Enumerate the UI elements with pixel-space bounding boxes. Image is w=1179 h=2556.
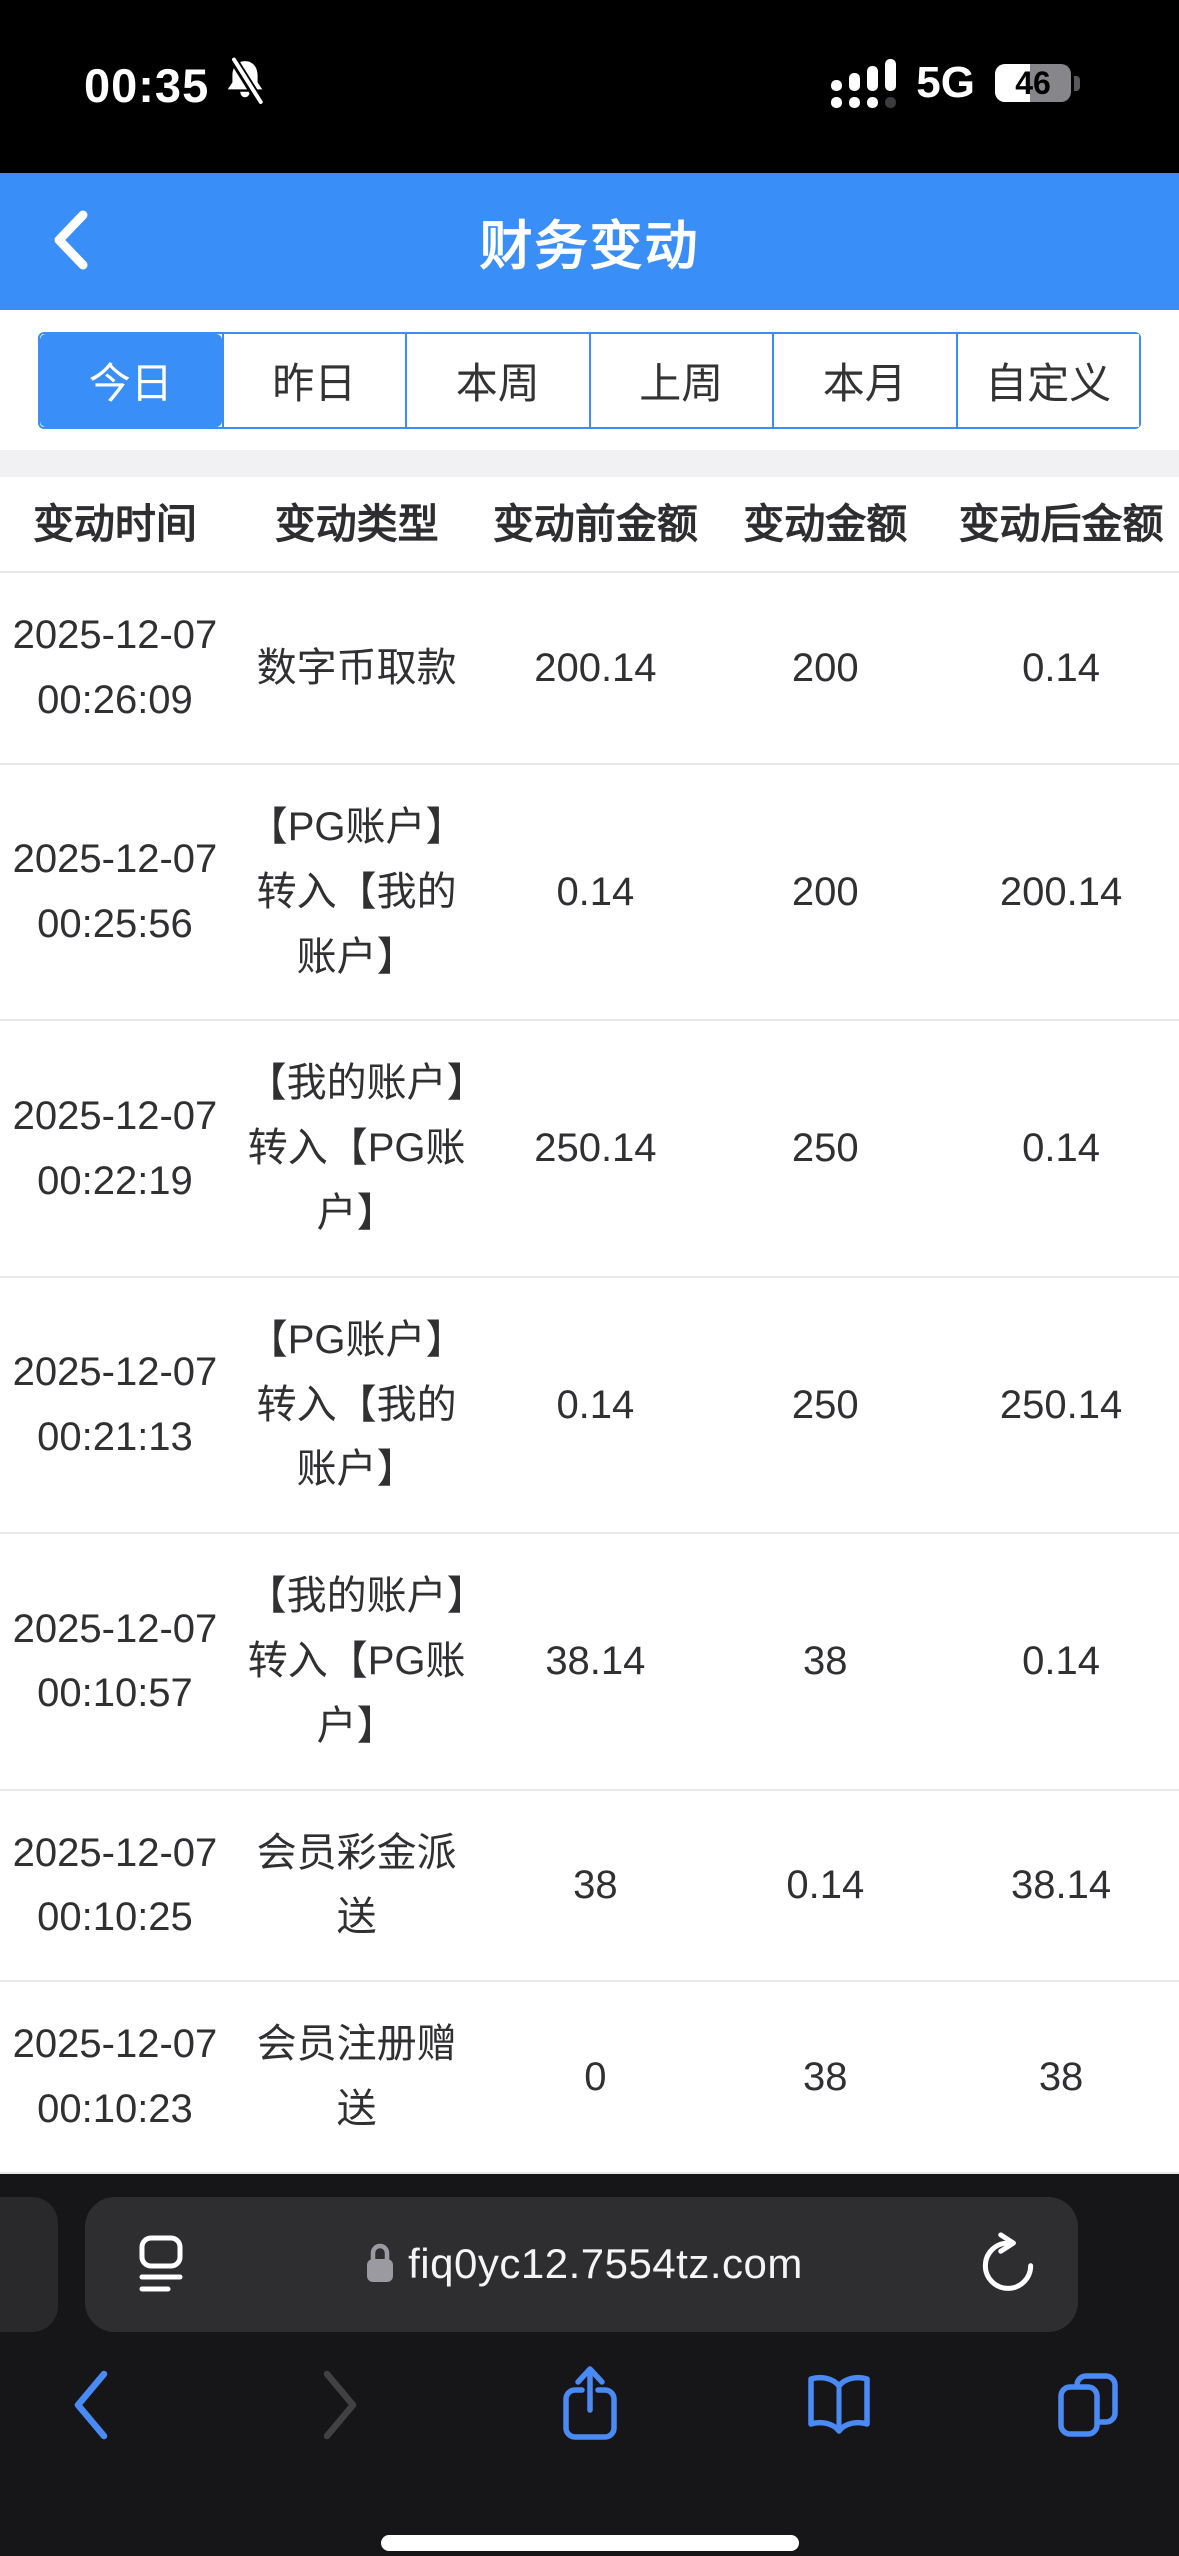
cell-time: 2025-12-07 00:10:57 xyxy=(12,1606,218,1716)
battery-percent: 46 xyxy=(1015,64,1051,101)
table-row: 2025-12-07 00:10:25 会员彩金派送 38 0.14 38.14 xyxy=(0,1791,1179,1983)
cell-after: 38.14 xyxy=(1011,1862,1112,1907)
cell-type: 会员注册赠送 xyxy=(256,2022,457,2131)
cell-type: 【我的账户】转入【PG账户】 xyxy=(246,1574,467,1748)
cell-amount: 200 xyxy=(791,645,859,690)
status-time: 00:35 xyxy=(84,59,210,112)
cell-type: 【PG账户】转入【我的账户】 xyxy=(247,1317,466,1492)
cell-time: 2025-12-07 00:26:09 xyxy=(12,613,218,723)
date-filter-tabs: 今日 昨日 本周 上周 本月 自定义 xyxy=(0,310,1179,450)
col-header-before: 变动前金额 xyxy=(492,501,698,547)
cell-time: 2025-12-07 00:10:25 xyxy=(12,1830,218,1940)
chevron-left-icon xyxy=(51,209,91,274)
safari-toolbar xyxy=(0,2366,1179,2447)
chevron-right-icon xyxy=(319,2368,361,2445)
notifications-silenced-icon xyxy=(223,55,267,115)
cell-type: 【PG账户】转入【我的账户】 xyxy=(247,805,466,979)
battery-icon: 46 xyxy=(995,64,1080,102)
cell-time: 2025-12-07 00:22:19 xyxy=(12,1093,218,1203)
col-header-time: 变动时间 xyxy=(32,501,197,547)
tabs-icon xyxy=(1057,2372,1119,2441)
page-header: 财务变动 xyxy=(0,173,1179,310)
network-type-label: 5G xyxy=(916,58,975,107)
safari-bottom-bar: fiq0yc12.7554tz.com xyxy=(0,2173,1179,2556)
cell-amount: 250 xyxy=(791,1126,859,1171)
back-button[interactable] xyxy=(46,210,96,274)
cell-type: 会员彩金派送 xyxy=(256,1830,457,1940)
cell-before: 0.14 xyxy=(556,869,635,914)
table-row: 2025-12-07 00:10:23 会员注册赠送 0 38 38 xyxy=(0,1982,1179,2174)
reload-icon xyxy=(979,2232,1037,2297)
cell-amount: 200 xyxy=(791,869,859,914)
transactions-table: 变动时间 变动类型 变动前金额 变动金额 变动后金额 2025-12-07 00:… xyxy=(0,477,1179,2174)
cell-after: 200.14 xyxy=(999,869,1123,914)
previous-tab-edge[interactable] xyxy=(0,2196,58,2332)
tab-last-week[interactable]: 上周 xyxy=(588,334,772,427)
table-row: 2025-12-07 00:26:09 数字币取款 200.14 200 0.14 xyxy=(0,573,1179,765)
cellular-signal-icon xyxy=(831,58,897,108)
cell-before: 0.14 xyxy=(556,1382,635,1427)
cell-after: 0.14 xyxy=(1022,1126,1100,1171)
cell-after: 0.14 xyxy=(1022,1638,1100,1683)
table-row: 2025-12-07 00:21:13 【PG账户】转入【我的账户】 0.14 2… xyxy=(0,1278,1179,1535)
col-header-type: 变动类型 xyxy=(274,501,439,547)
browser-forward-button[interactable] xyxy=(304,2368,376,2446)
home-indicator[interactable] xyxy=(380,2534,799,2551)
tabs-button[interactable] xyxy=(1052,2368,1124,2446)
cell-time: 2025-12-07 00:25:56 xyxy=(12,837,218,947)
cell-before: 0 xyxy=(584,2054,607,2099)
table-row: 2025-12-07 00:25:56 【PG账户】转入【我的账户】 0.14 2… xyxy=(0,765,1179,1022)
cell-after: 38 xyxy=(1038,2054,1084,2099)
lock-icon xyxy=(364,2240,396,2289)
chevron-left-icon xyxy=(70,2368,112,2445)
tab-custom[interactable]: 自定义 xyxy=(955,334,1139,427)
url-text: fiq0yc12.7554tz.com xyxy=(408,2240,803,2288)
tab-today[interactable]: 今日 xyxy=(40,334,222,427)
share-icon xyxy=(558,2364,622,2449)
table-header-row: 变动时间 变动类型 变动前金额 变动金额 变动后金额 xyxy=(0,477,1179,574)
bookmarks-button[interactable] xyxy=(803,2368,875,2446)
cell-after: 0.14 xyxy=(1022,645,1100,690)
page-settings-button[interactable] xyxy=(133,2232,189,2296)
share-button[interactable] xyxy=(554,2366,626,2446)
cell-before: 38 xyxy=(573,1862,618,1907)
tab-this-month[interactable]: 本月 xyxy=(772,334,956,427)
address-bar[interactable]: fiq0yc12.7554tz.com xyxy=(85,2196,1078,2332)
cell-time: 2025-12-07 00:21:13 xyxy=(12,1350,218,1459)
col-header-after: 变动后金额 xyxy=(958,501,1164,547)
book-icon xyxy=(804,2372,874,2441)
table-row: 2025-12-07 00:22:19 【我的账户】转入【PG账户】 250.14… xyxy=(0,1021,1179,1278)
page-title: 财务变动 xyxy=(479,216,700,276)
table-row: 2025-12-07 00:10:57 【我的账户】转入【PG账户】 38.14 … xyxy=(0,1534,1179,1791)
divider-band xyxy=(0,450,1179,477)
tab-yesterday[interactable]: 昨日 xyxy=(221,334,405,427)
col-header-amount: 变动金额 xyxy=(743,501,908,547)
cell-amount: 38 xyxy=(803,1638,848,1683)
cell-amount: 250 xyxy=(791,1382,859,1427)
cell-before: 38.14 xyxy=(545,1638,646,1683)
cell-amount: 0.14 xyxy=(786,1862,865,1907)
cell-before: 250.14 xyxy=(534,1126,657,1171)
reload-button[interactable] xyxy=(978,2232,1038,2296)
reader-icon xyxy=(135,2232,187,2297)
cell-after: 250.14 xyxy=(999,1382,1123,1427)
browser-back-button[interactable] xyxy=(55,2368,127,2446)
status-bar: 00:35 5G 46 xyxy=(0,0,1179,173)
cell-type: 【我的账户】转入【PG账户】 xyxy=(246,1061,467,1235)
tab-this-week[interactable]: 本周 xyxy=(405,334,589,427)
cell-type: 数字币取款 xyxy=(256,645,457,690)
cell-time: 2025-12-07 00:10:23 xyxy=(12,2022,218,2131)
cell-before: 200.14 xyxy=(534,645,657,690)
cell-amount: 38 xyxy=(803,2054,848,2099)
